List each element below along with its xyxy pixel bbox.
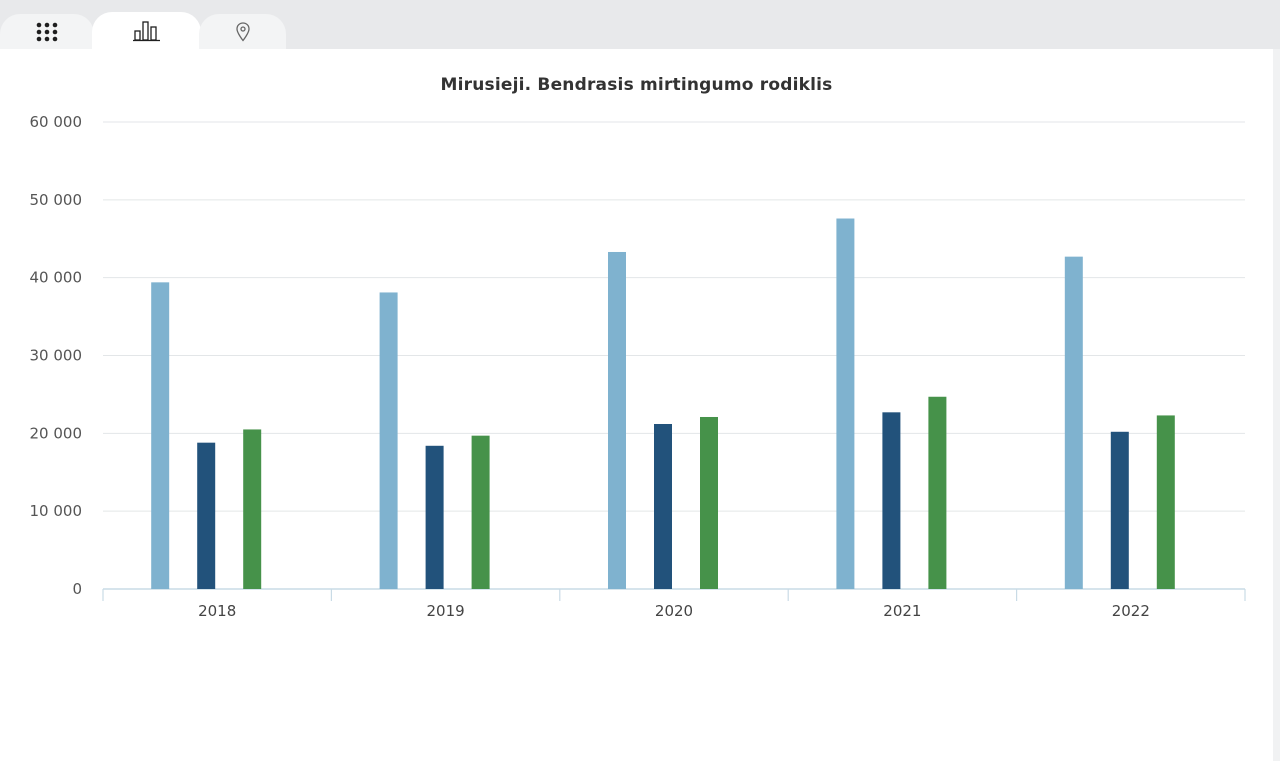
tab-grid[interactable]: [0, 14, 94, 49]
bar: [882, 412, 901, 589]
x-tick-label: 2021: [883, 602, 921, 620]
tab-map[interactable]: [199, 14, 286, 49]
y-tick-label: 40 000: [30, 269, 83, 287]
y-tick-label: 60 000: [30, 113, 83, 131]
tab-bar: [0, 0, 1280, 49]
bar: [151, 282, 170, 589]
y-tick-label: 50 000: [30, 191, 83, 209]
x-tick-label: 2019: [427, 602, 465, 620]
bar: [471, 435, 490, 589]
bar: [379, 292, 398, 589]
scroll-gutter: [1273, 49, 1280, 761]
bar: [243, 429, 262, 589]
bar-chart-icon: [132, 20, 160, 41]
bar: [197, 442, 216, 589]
bar: [700, 416, 718, 589]
bar: [836, 218, 855, 589]
bar: [654, 423, 672, 589]
x-tick-label: 2022: [1112, 602, 1150, 620]
chart-title: Mirusieji. Bendrasis mirtingumo rodiklis: [440, 75, 833, 95]
bar: [1064, 256, 1083, 589]
bar: [425, 445, 444, 589]
x-tick-label: 2018: [198, 602, 236, 620]
map-pin-icon: [235, 21, 250, 42]
bar: [928, 396, 947, 589]
bar: [1156, 415, 1175, 589]
y-tick-label: 0: [72, 580, 82, 598]
grid-icon: [36, 22, 58, 41]
x-tick-label: 2020: [655, 602, 693, 620]
y-tick-label: 10 000: [30, 502, 83, 520]
tab-chart[interactable]: [92, 12, 201, 49]
y-tick-label: 20 000: [30, 424, 83, 442]
bar: [608, 251, 626, 589]
y-tick-label: 30 000: [30, 347, 83, 365]
chart-panel: [0, 49, 1273, 761]
bar: [1110, 431, 1129, 589]
